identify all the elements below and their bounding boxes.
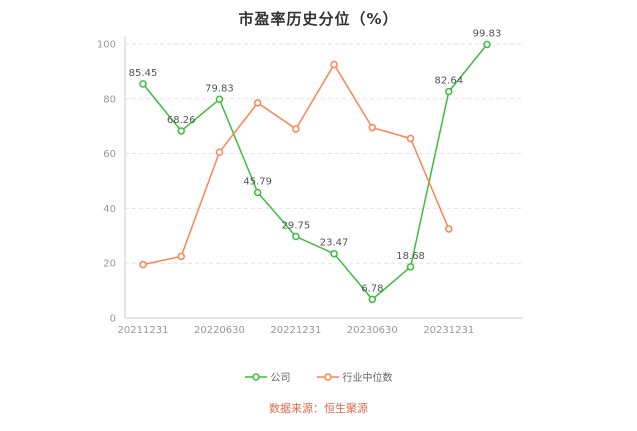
svg-text:18.68: 18.68 bbox=[396, 251, 425, 262]
legend-item-industry-median[interactable]: 行业中位数 bbox=[316, 369, 393, 384]
legend-item-company[interactable]: 公司 bbox=[244, 369, 291, 384]
svg-text:20231231: 20231231 bbox=[423, 325, 474, 336]
svg-text:60: 60 bbox=[103, 149, 116, 160]
line-marker-icon bbox=[244, 372, 267, 381]
svg-text:20211231: 20211231 bbox=[118, 325, 169, 336]
svg-text:80: 80 bbox=[103, 94, 116, 105]
legend-label-company: 公司 bbox=[270, 373, 291, 384]
svg-text:68.26: 68.26 bbox=[167, 115, 196, 126]
svg-text:29.75: 29.75 bbox=[282, 220, 311, 231]
svg-text:20221231: 20221231 bbox=[270, 325, 321, 336]
legend-dot bbox=[323, 372, 332, 381]
svg-text:20220630: 20220630 bbox=[194, 325, 245, 336]
legend-label-industry-median: 行业中位数 bbox=[342, 373, 393, 384]
svg-text:45.79: 45.79 bbox=[243, 177, 272, 188]
svg-text:40: 40 bbox=[103, 204, 116, 215]
svg-text:20230630: 20230630 bbox=[347, 325, 398, 336]
svg-text:0: 0 bbox=[110, 314, 116, 325]
svg-text:100: 100 bbox=[97, 40, 116, 51]
data-source-note: 数据来源：恒生聚源 bbox=[269, 402, 368, 415]
svg-text:79.83: 79.83 bbox=[205, 83, 234, 94]
svg-text:20: 20 bbox=[103, 259, 116, 270]
svg-text:6.78: 6.78 bbox=[361, 283, 383, 294]
svg-text:99.83: 99.83 bbox=[473, 28, 502, 39]
legend: 公司 行业中位数 bbox=[0, 369, 637, 384]
legend-dot bbox=[251, 372, 260, 381]
chart-title: 市盈率历史分位（%） bbox=[238, 10, 399, 28]
svg-text:85.45: 85.45 bbox=[129, 68, 158, 79]
line-marker-icon bbox=[316, 372, 339, 381]
svg-text:82.64: 82.64 bbox=[434, 76, 463, 87]
svg-text:23.47: 23.47 bbox=[320, 238, 349, 249]
